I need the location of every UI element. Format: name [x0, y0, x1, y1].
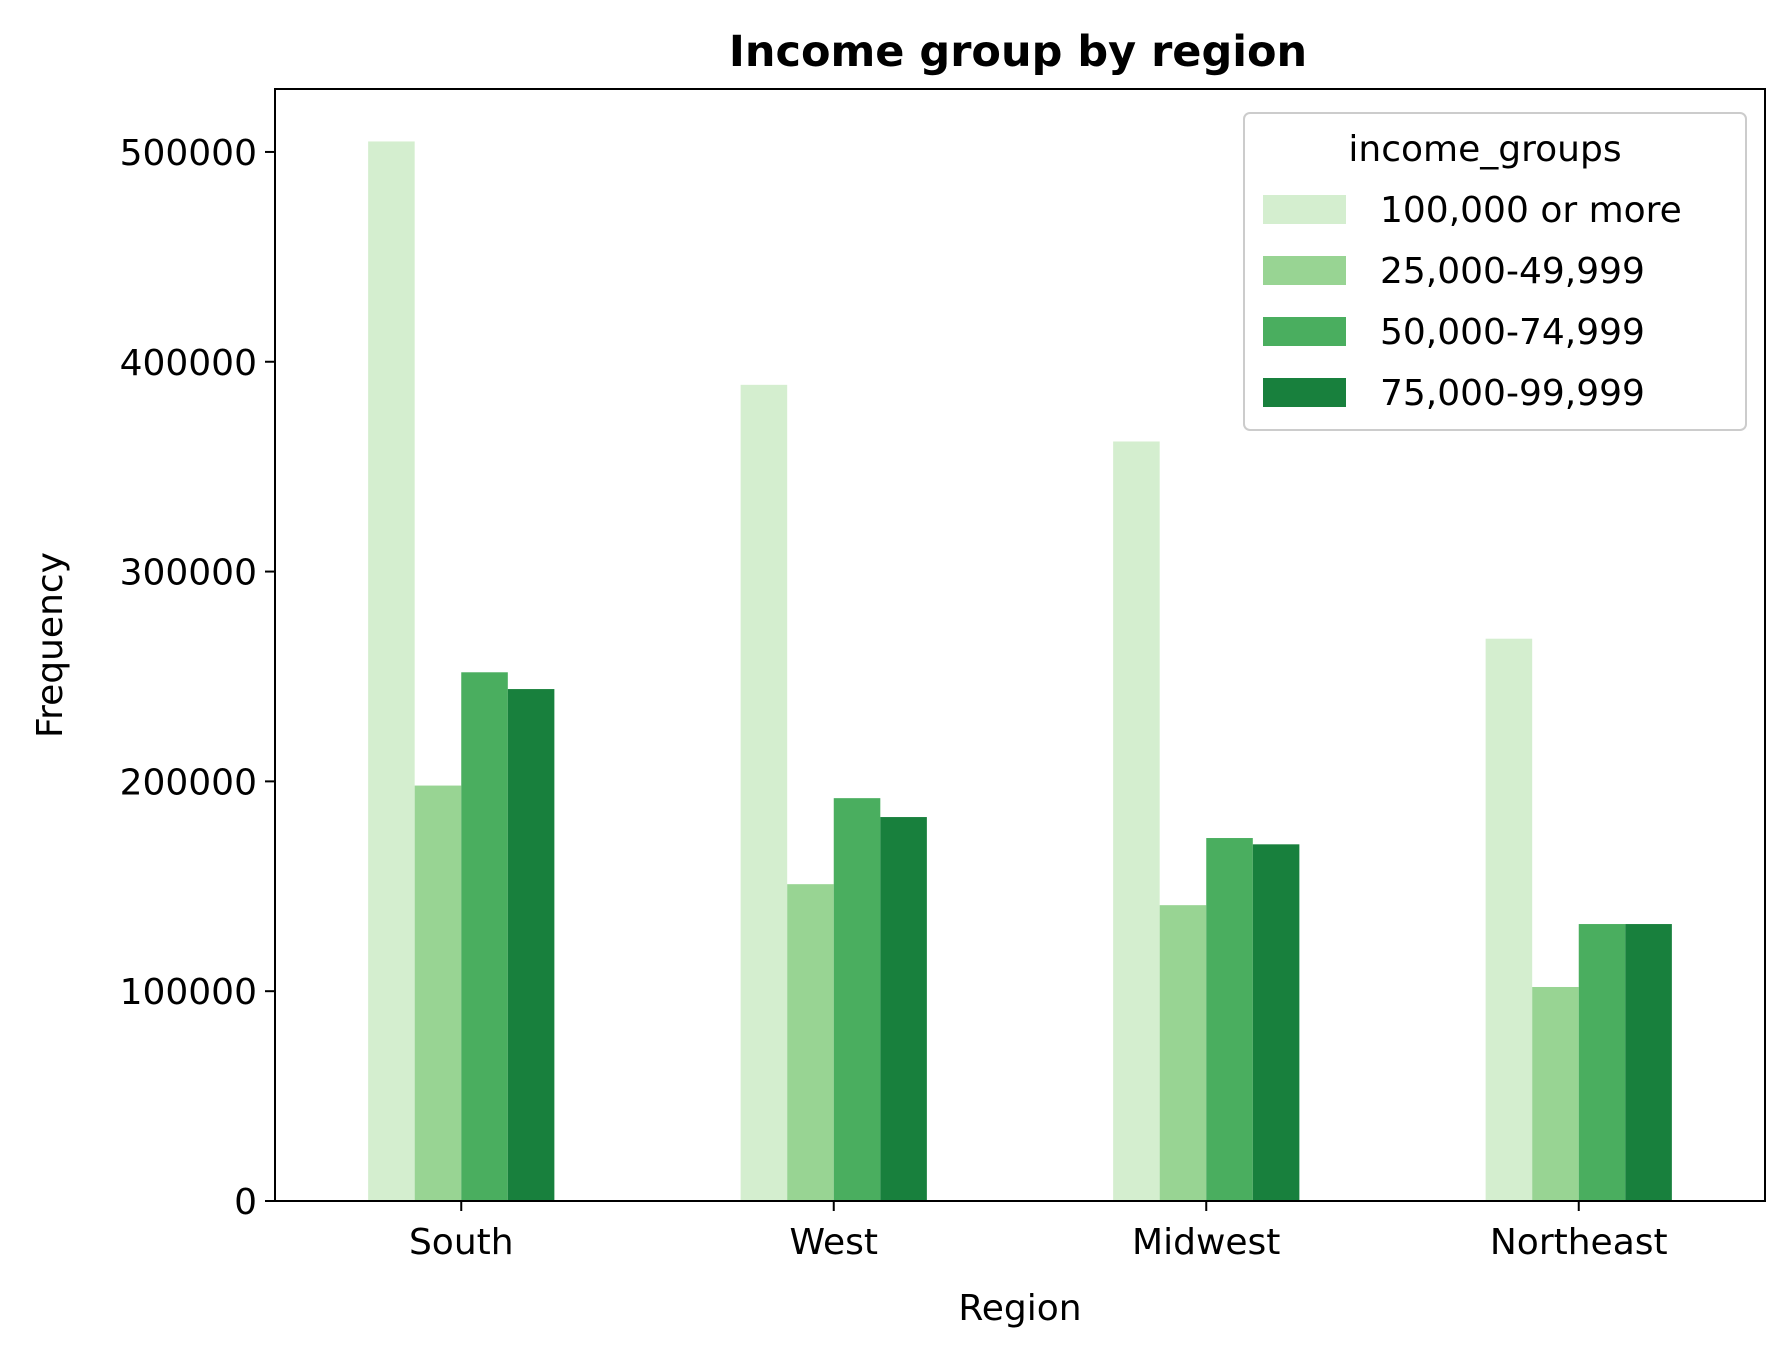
legend: income_groups 100,000 or more 25,000-49,9… [1243, 112, 1747, 431]
bar-south-series-2 [461, 672, 508, 1201]
bar-midwest-series-1 [1159, 905, 1207, 1201]
y-tick-label: 100000 [120, 972, 257, 1013]
y-tick-label: 500000 [120, 133, 257, 174]
legend-swatch [1263, 317, 1346, 346]
legend-box [1243, 112, 1747, 431]
legend-entry-label: 25,000-49,999 [1380, 251, 1645, 292]
legend-title: income_groups [1348, 129, 1621, 170]
chart-title: Income group by region [729, 27, 1307, 77]
y-tick-label: 200000 [120, 762, 257, 803]
bar-northeast-series-3 [1625, 924, 1672, 1201]
bar-south-series-1 [414, 785, 462, 1201]
bar-west-series-3 [880, 817, 927, 1201]
legend-entry-label: 75,000-99,999 [1380, 373, 1645, 414]
bar-midwest-series-2 [1206, 838, 1253, 1201]
plot-area-frame [274, 88, 1766, 1202]
legend-swatch [1263, 378, 1346, 407]
x-axis: South West Midwest Northeast [409, 1201, 1668, 1263]
x-tick-label-south: South [409, 1222, 514, 1263]
x-axis-label: Region [958, 1288, 1081, 1329]
y-tick-label: 300000 [120, 553, 257, 594]
legend-swatch [1263, 256, 1346, 285]
legend-items: 100,000 or more 25,000-49,999 50,000-74,99… [1263, 190, 1682, 414]
bar-south-series-0 [368, 141, 415, 1202]
legend-entry-label: 100,000 or more [1380, 190, 1682, 231]
legend-swatch [1263, 195, 1346, 224]
bar-west-series-2 [833, 798, 881, 1201]
y-tick-label: 0 [234, 1182, 257, 1223]
bar-northeast-series-0 [1485, 638, 1533, 1201]
bar-west-series-1 [787, 884, 834, 1201]
bar-south-series-3 [507, 689, 555, 1201]
bar-northeast-series-1 [1532, 986, 1579, 1201]
bar-west-series-0 [740, 384, 788, 1202]
bar-midwest-series-0 [1113, 441, 1160, 1202]
y-tick-label: 400000 [120, 343, 257, 384]
y-axis-label: Frequency [30, 552, 71, 738]
legend-entry-label: 50,000-74,999 [1380, 312, 1645, 353]
bar-northeast-series-2 [1578, 924, 1626, 1201]
x-tick-label-northeast: Northeast [1490, 1222, 1668, 1263]
bars-group [368, 141, 1672, 1202]
x-tick-label-midwest: Midwest [1132, 1222, 1280, 1263]
bar-midwest-series-3 [1252, 844, 1300, 1201]
y-axis: 0 100000 200000 300000 400000 500000 [120, 133, 275, 1223]
x-tick-label-west: West [789, 1222, 878, 1263]
